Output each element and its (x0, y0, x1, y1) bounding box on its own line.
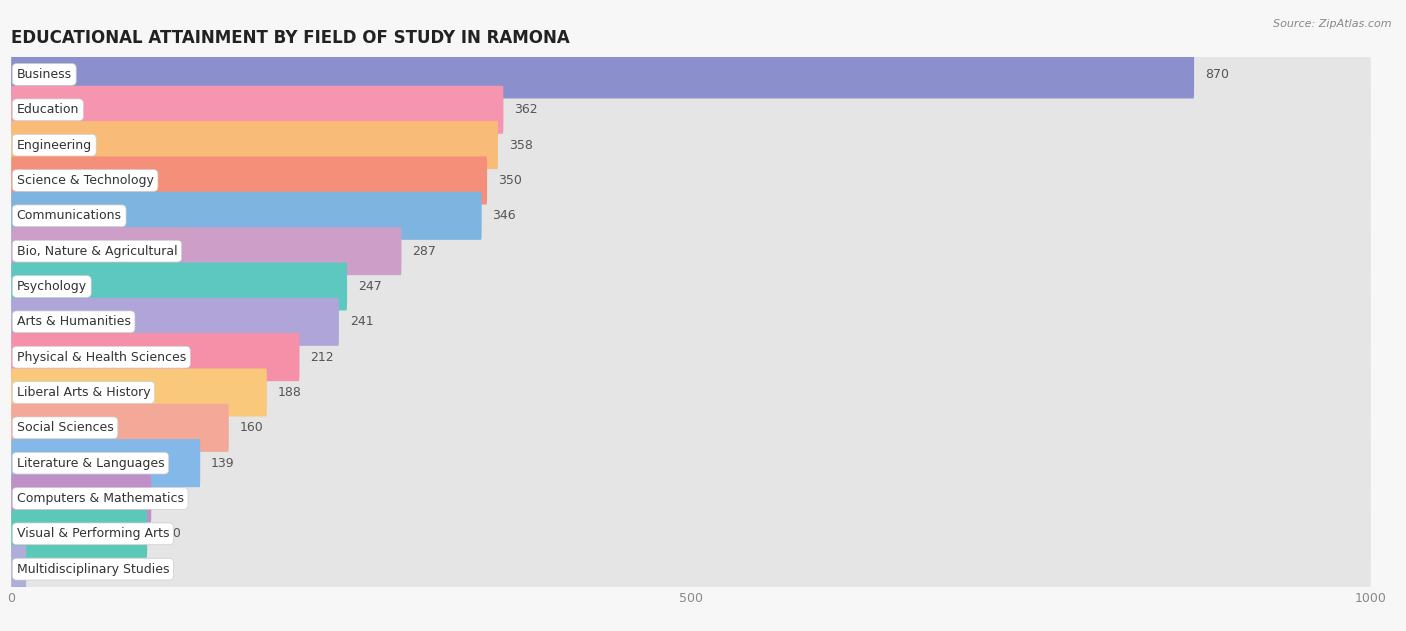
Text: Social Sciences: Social Sciences (17, 422, 114, 434)
FancyBboxPatch shape (11, 545, 27, 593)
Text: Liberal Arts & History: Liberal Arts & History (17, 386, 150, 399)
Text: Arts & Humanities: Arts & Humanities (17, 316, 131, 328)
FancyBboxPatch shape (11, 269, 1371, 304)
FancyBboxPatch shape (11, 333, 299, 381)
Text: 139: 139 (211, 457, 235, 469)
FancyBboxPatch shape (11, 369, 1371, 416)
FancyBboxPatch shape (11, 510, 148, 558)
FancyBboxPatch shape (11, 127, 1371, 163)
Text: Computers & Mathematics: Computers & Mathematics (17, 492, 184, 505)
FancyBboxPatch shape (11, 475, 152, 522)
FancyBboxPatch shape (11, 262, 347, 310)
Text: 350: 350 (498, 174, 522, 187)
FancyBboxPatch shape (11, 551, 1371, 587)
Text: 346: 346 (492, 209, 516, 222)
FancyBboxPatch shape (11, 156, 486, 204)
FancyBboxPatch shape (11, 50, 1194, 98)
FancyBboxPatch shape (11, 516, 1371, 551)
FancyBboxPatch shape (11, 410, 1371, 445)
Text: Business: Business (17, 68, 72, 81)
Text: 870: 870 (1205, 68, 1229, 81)
FancyBboxPatch shape (11, 369, 267, 416)
Text: EDUCATIONAL ATTAINMENT BY FIELD OF STUDY IN RAMONA: EDUCATIONAL ATTAINMENT BY FIELD OF STUDY… (11, 29, 569, 47)
FancyBboxPatch shape (11, 121, 498, 169)
FancyBboxPatch shape (11, 445, 1371, 481)
Text: 247: 247 (359, 280, 381, 293)
FancyBboxPatch shape (11, 86, 503, 134)
FancyBboxPatch shape (11, 192, 1371, 240)
FancyBboxPatch shape (11, 50, 1371, 98)
FancyBboxPatch shape (11, 510, 1371, 558)
FancyBboxPatch shape (11, 333, 1371, 381)
FancyBboxPatch shape (11, 192, 482, 240)
Text: Visual & Performing Arts: Visual & Performing Arts (17, 528, 169, 540)
Text: Multidisciplinary Studies: Multidisciplinary Studies (17, 563, 169, 575)
Text: 11: 11 (37, 563, 53, 575)
Text: Bio, Nature & Agricultural: Bio, Nature & Agricultural (17, 245, 177, 257)
Text: Psychology: Psychology (17, 280, 87, 293)
FancyBboxPatch shape (11, 227, 1371, 275)
FancyBboxPatch shape (11, 545, 1371, 593)
Text: 160: 160 (239, 422, 263, 434)
Text: 287: 287 (412, 245, 436, 257)
FancyBboxPatch shape (11, 475, 1371, 522)
FancyBboxPatch shape (11, 404, 1371, 452)
FancyBboxPatch shape (11, 375, 1371, 410)
FancyBboxPatch shape (11, 304, 1371, 339)
Text: 212: 212 (311, 351, 335, 363)
FancyBboxPatch shape (11, 439, 1371, 487)
FancyBboxPatch shape (11, 339, 1371, 375)
FancyBboxPatch shape (11, 92, 1371, 127)
FancyBboxPatch shape (11, 233, 1371, 269)
FancyBboxPatch shape (11, 404, 229, 452)
Text: 100: 100 (157, 528, 181, 540)
Text: 358: 358 (509, 139, 533, 151)
Text: 103: 103 (162, 492, 186, 505)
Text: Communications: Communications (17, 209, 122, 222)
FancyBboxPatch shape (11, 156, 1371, 204)
Text: Source: ZipAtlas.com: Source: ZipAtlas.com (1274, 19, 1392, 29)
FancyBboxPatch shape (11, 227, 402, 275)
Text: Education: Education (17, 103, 79, 116)
FancyBboxPatch shape (11, 298, 339, 346)
FancyBboxPatch shape (11, 86, 1371, 134)
FancyBboxPatch shape (11, 298, 1371, 346)
FancyBboxPatch shape (11, 163, 1371, 198)
Text: Physical & Health Sciences: Physical & Health Sciences (17, 351, 186, 363)
Text: 188: 188 (278, 386, 302, 399)
Text: Science & Technology: Science & Technology (17, 174, 153, 187)
FancyBboxPatch shape (11, 481, 1371, 516)
Text: 241: 241 (350, 316, 374, 328)
FancyBboxPatch shape (11, 121, 1371, 169)
FancyBboxPatch shape (11, 198, 1371, 233)
Text: Literature & Languages: Literature & Languages (17, 457, 165, 469)
Text: Engineering: Engineering (17, 139, 91, 151)
Text: 362: 362 (515, 103, 538, 116)
FancyBboxPatch shape (11, 262, 1371, 310)
FancyBboxPatch shape (11, 439, 200, 487)
FancyBboxPatch shape (11, 57, 1371, 92)
